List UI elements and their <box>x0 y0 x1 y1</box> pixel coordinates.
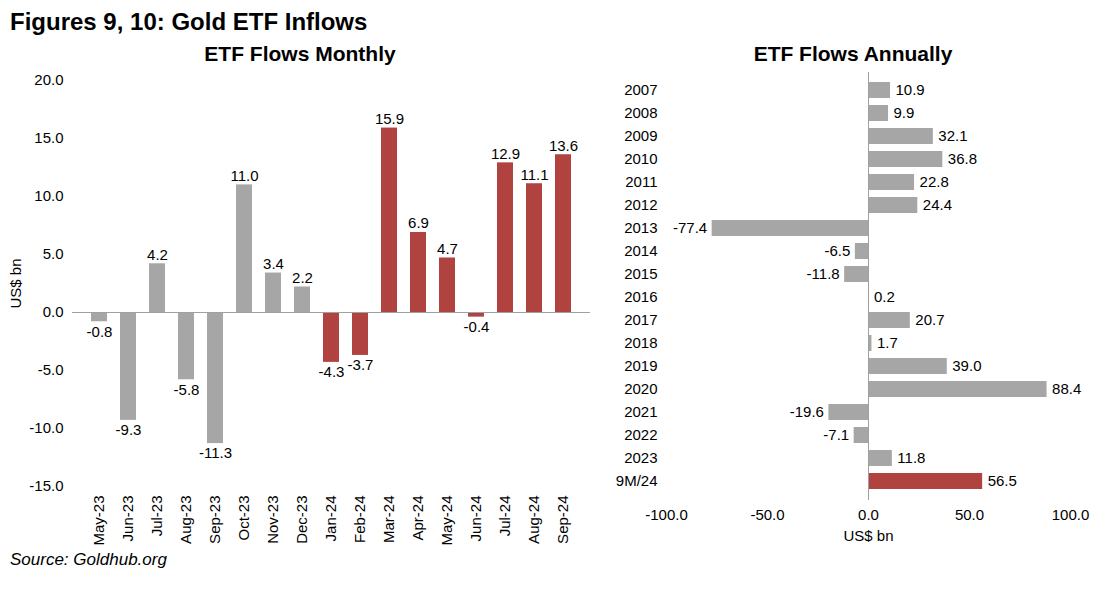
svg-text:11.0: 11.0 <box>230 167 258 184</box>
svg-text:Apr-24: Apr-24 <box>409 496 426 541</box>
svg-text:11.1: 11.1 <box>520 166 548 183</box>
svg-text:-10.0: -10.0 <box>29 419 63 436</box>
svg-text:-9.3: -9.3 <box>116 421 142 438</box>
svg-text:2023: 2023 <box>624 449 657 466</box>
svg-text:May-23: May-23 <box>90 496 107 546</box>
svg-text:100.0: 100.0 <box>1052 506 1090 523</box>
svg-text:Aug-24: Aug-24 <box>525 496 542 544</box>
svg-text:2016: 2016 <box>624 288 657 305</box>
svg-text:20.7: 20.7 <box>915 311 944 328</box>
svg-text:10.0: 10.0 <box>34 187 63 204</box>
svg-text:2022: 2022 <box>624 426 657 443</box>
svg-text:Aug-23: Aug-23 <box>177 496 194 544</box>
svg-text:9M/24: 9M/24 <box>616 472 658 489</box>
svg-text:-6.5: -6.5 <box>825 242 851 259</box>
svg-text:24.4: 24.4 <box>923 196 952 213</box>
svg-text:36.8: 36.8 <box>948 150 977 167</box>
svg-text:Jun-23: Jun-23 <box>119 496 136 542</box>
svg-text:-50.0: -50.0 <box>750 506 784 523</box>
svg-text:US$ bn: US$ bn <box>7 258 24 308</box>
svg-text:-5.0: -5.0 <box>38 361 64 378</box>
svg-text:-4.3: -4.3 <box>319 363 345 380</box>
svg-text:-7.1: -7.1 <box>823 426 849 443</box>
svg-text:Sep-24: Sep-24 <box>554 496 571 544</box>
svg-text:Jul-24: Jul-24 <box>496 496 513 537</box>
svg-text:13.6: 13.6 <box>549 137 578 154</box>
svg-text:US$ bn: US$ bn <box>843 527 893 544</box>
svg-text:0.0: 0.0 <box>858 506 879 523</box>
svg-text:Feb-24: Feb-24 <box>351 496 368 544</box>
svg-text:-3.7: -3.7 <box>348 356 374 373</box>
svg-text:Nov-23: Nov-23 <box>264 496 281 544</box>
svg-text:4.7: 4.7 <box>437 240 458 257</box>
svg-text:2017: 2017 <box>624 311 657 328</box>
svg-text:88.4: 88.4 <box>1052 380 1081 397</box>
svg-text:3.4: 3.4 <box>263 255 284 272</box>
svg-text:2.2: 2.2 <box>292 269 313 286</box>
svg-text:6.9: 6.9 <box>408 214 429 231</box>
svg-text:-11.3: -11.3 <box>199 444 232 461</box>
svg-text:9.9: 9.9 <box>893 104 914 121</box>
svg-text:12.9: 12.9 <box>491 145 520 162</box>
svg-text:20.0: 20.0 <box>34 71 63 88</box>
svg-text:2019: 2019 <box>624 357 657 374</box>
svg-text:32.1: 32.1 <box>938 127 967 144</box>
svg-text:2013: 2013 <box>624 219 657 236</box>
svg-text:39.0: 39.0 <box>952 357 981 374</box>
svg-text:Mar-24: Mar-24 <box>380 496 397 544</box>
svg-text:-19.6: -19.6 <box>790 403 824 420</box>
svg-text:2021: 2021 <box>624 403 657 420</box>
svg-text:0.0: 0.0 <box>43 303 64 320</box>
svg-text:-11.8: -11.8 <box>807 265 840 282</box>
svg-text:-100.0: -100.0 <box>645 506 688 523</box>
svg-text:22.8: 22.8 <box>920 173 949 190</box>
svg-text:56.5: 56.5 <box>988 472 1017 489</box>
html-text:ETF Flows Annually: ETF Flows Annually <box>753 42 953 65</box>
svg-text:15.9: 15.9 <box>375 110 404 127</box>
svg-text:-0.4: -0.4 <box>464 318 490 335</box>
svg-text:2011: 2011 <box>625 173 657 190</box>
svg-text:10.9: 10.9 <box>896 81 925 98</box>
svg-text:2018: 2018 <box>624 334 657 351</box>
svg-text:4.2: 4.2 <box>147 246 168 263</box>
svg-text:-5.8: -5.8 <box>174 381 200 398</box>
svg-text:5.0: 5.0 <box>43 245 64 262</box>
html-text:Source: Goldhub.org: Source: Goldhub.org <box>10 550 167 569</box>
svg-text:11.8: 11.8 <box>897 449 925 466</box>
svg-text:Oct-23: Oct-23 <box>235 496 252 541</box>
svg-text:-77.4: -77.4 <box>673 219 707 236</box>
svg-text:50.0: 50.0 <box>955 506 984 523</box>
svg-text:-15.0: -15.0 <box>29 477 63 494</box>
svg-text:2010: 2010 <box>624 150 657 167</box>
svg-text:Jan-24: Jan-24 <box>322 496 339 542</box>
svg-text:Jul-23: Jul-23 <box>148 496 165 537</box>
svg-text:-0.8: -0.8 <box>87 323 113 340</box>
svg-text:Sep-23: Sep-23 <box>206 496 223 544</box>
svg-text:2012: 2012 <box>624 196 657 213</box>
svg-text:2009: 2009 <box>624 127 657 144</box>
svg-text:Jun-24: Jun-24 <box>467 496 484 542</box>
svg-text:0.2: 0.2 <box>874 288 895 305</box>
svg-text:2014: 2014 <box>624 242 657 259</box>
svg-text:2007: 2007 <box>624 81 657 98</box>
svg-text:2008: 2008 <box>624 104 657 121</box>
svg-text:2015: 2015 <box>624 265 657 282</box>
svg-text:May-24: May-24 <box>438 496 455 546</box>
svg-text:1.7: 1.7 <box>877 334 898 351</box>
svg-text:15.0: 15.0 <box>34 129 63 146</box>
svg-text:Dec-23: Dec-23 <box>293 496 310 544</box>
html-text:Figures 9, 10: Gold ETF Inflow: Figures 9, 10: Gold ETF Inflows <box>10 8 368 35</box>
svg-text:2020: 2020 <box>624 380 657 397</box>
html-text:ETF Flows Monthly: ETF Flows Monthly <box>204 42 396 65</box>
